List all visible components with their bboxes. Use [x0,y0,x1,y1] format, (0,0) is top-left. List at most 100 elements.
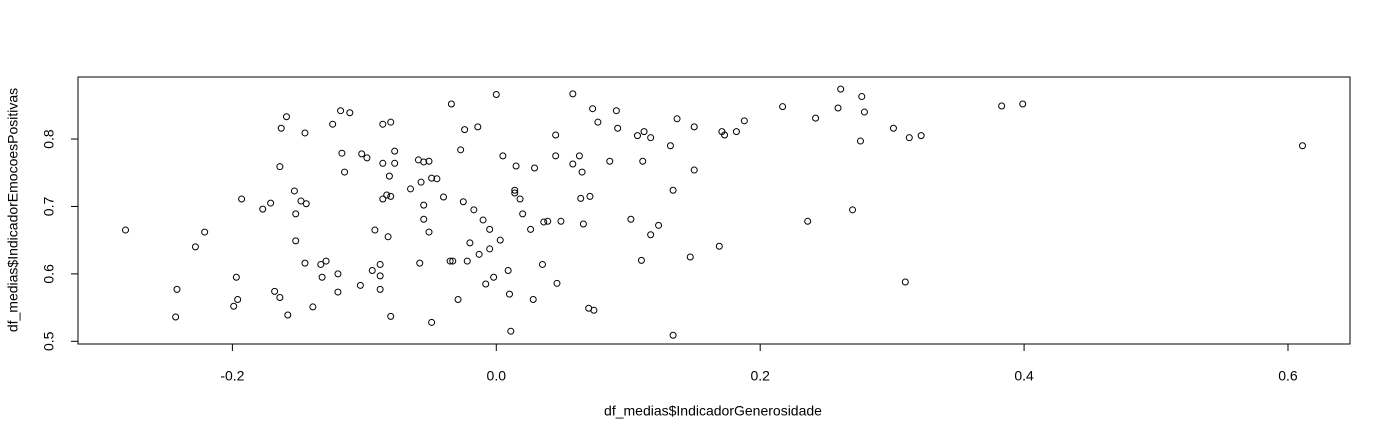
point [363,154,371,162]
point [376,285,384,293]
point [486,245,494,253]
point [232,273,240,281]
point [122,226,130,234]
point [589,105,597,113]
point [917,132,925,140]
point [499,152,507,160]
point [461,126,469,134]
point [376,260,384,268]
point [998,102,1006,110]
point [282,113,290,121]
y-tick-label: 0.7 [41,197,57,217]
point [337,107,345,115]
point [322,257,330,265]
point [669,186,677,194]
point [297,197,305,205]
point [578,168,586,176]
point [860,108,868,116]
point [531,164,539,172]
point [433,175,441,183]
point [529,296,537,303]
point [594,118,602,126]
point [569,90,577,98]
point [858,93,866,101]
point [686,253,694,261]
point [849,206,857,214]
y-tick-label: 0.6 [41,264,57,284]
point [284,311,292,319]
point [575,152,583,160]
x-tick-label: 0.6 [1278,368,1298,384]
point [496,236,504,244]
point [341,168,349,176]
point [715,242,723,250]
point [356,281,364,289]
point [358,150,366,158]
point [507,327,515,335]
point [428,318,436,326]
point [492,91,500,99]
point [385,172,393,180]
point [740,117,748,125]
point [538,260,546,268]
point [457,146,465,154]
point [447,100,455,108]
point [614,124,622,132]
point [905,134,913,142]
point [446,257,454,265]
point [376,272,384,280]
point [673,115,681,123]
y-axis-title: df_medias$IndicadorEmocoesPositivas [5,88,21,332]
point [504,267,512,275]
point [346,109,354,117]
point [334,270,342,278]
point [812,114,820,122]
point [383,191,391,199]
point [318,273,326,281]
point [856,137,864,145]
point [512,162,520,170]
point [544,217,552,225]
point [505,290,513,298]
point [428,174,436,182]
point [259,205,267,213]
point [292,237,300,245]
point [407,185,415,193]
point [230,302,238,310]
point [666,142,674,150]
point [470,206,478,214]
point [384,233,392,241]
point [486,225,494,233]
point [317,260,325,268]
point [553,279,561,287]
point [606,157,614,165]
point [379,120,387,128]
point [633,132,641,140]
point [669,331,677,339]
point [637,256,645,264]
y-tick-label: 0.8 [41,129,57,149]
point [779,103,787,111]
point [889,124,897,132]
point [234,296,242,303]
point [569,160,577,168]
point [516,195,524,203]
point [338,149,346,157]
point [640,128,648,136]
x-tick-label: -0.2 [220,368,244,384]
point [579,220,587,228]
point [901,278,909,286]
point [238,195,246,203]
point [804,217,812,225]
point [301,129,309,137]
point [482,280,490,288]
point [459,198,467,206]
point [466,239,474,247]
point [387,312,395,320]
point [420,201,428,209]
point [276,163,284,171]
point [416,259,424,267]
point [417,178,425,186]
